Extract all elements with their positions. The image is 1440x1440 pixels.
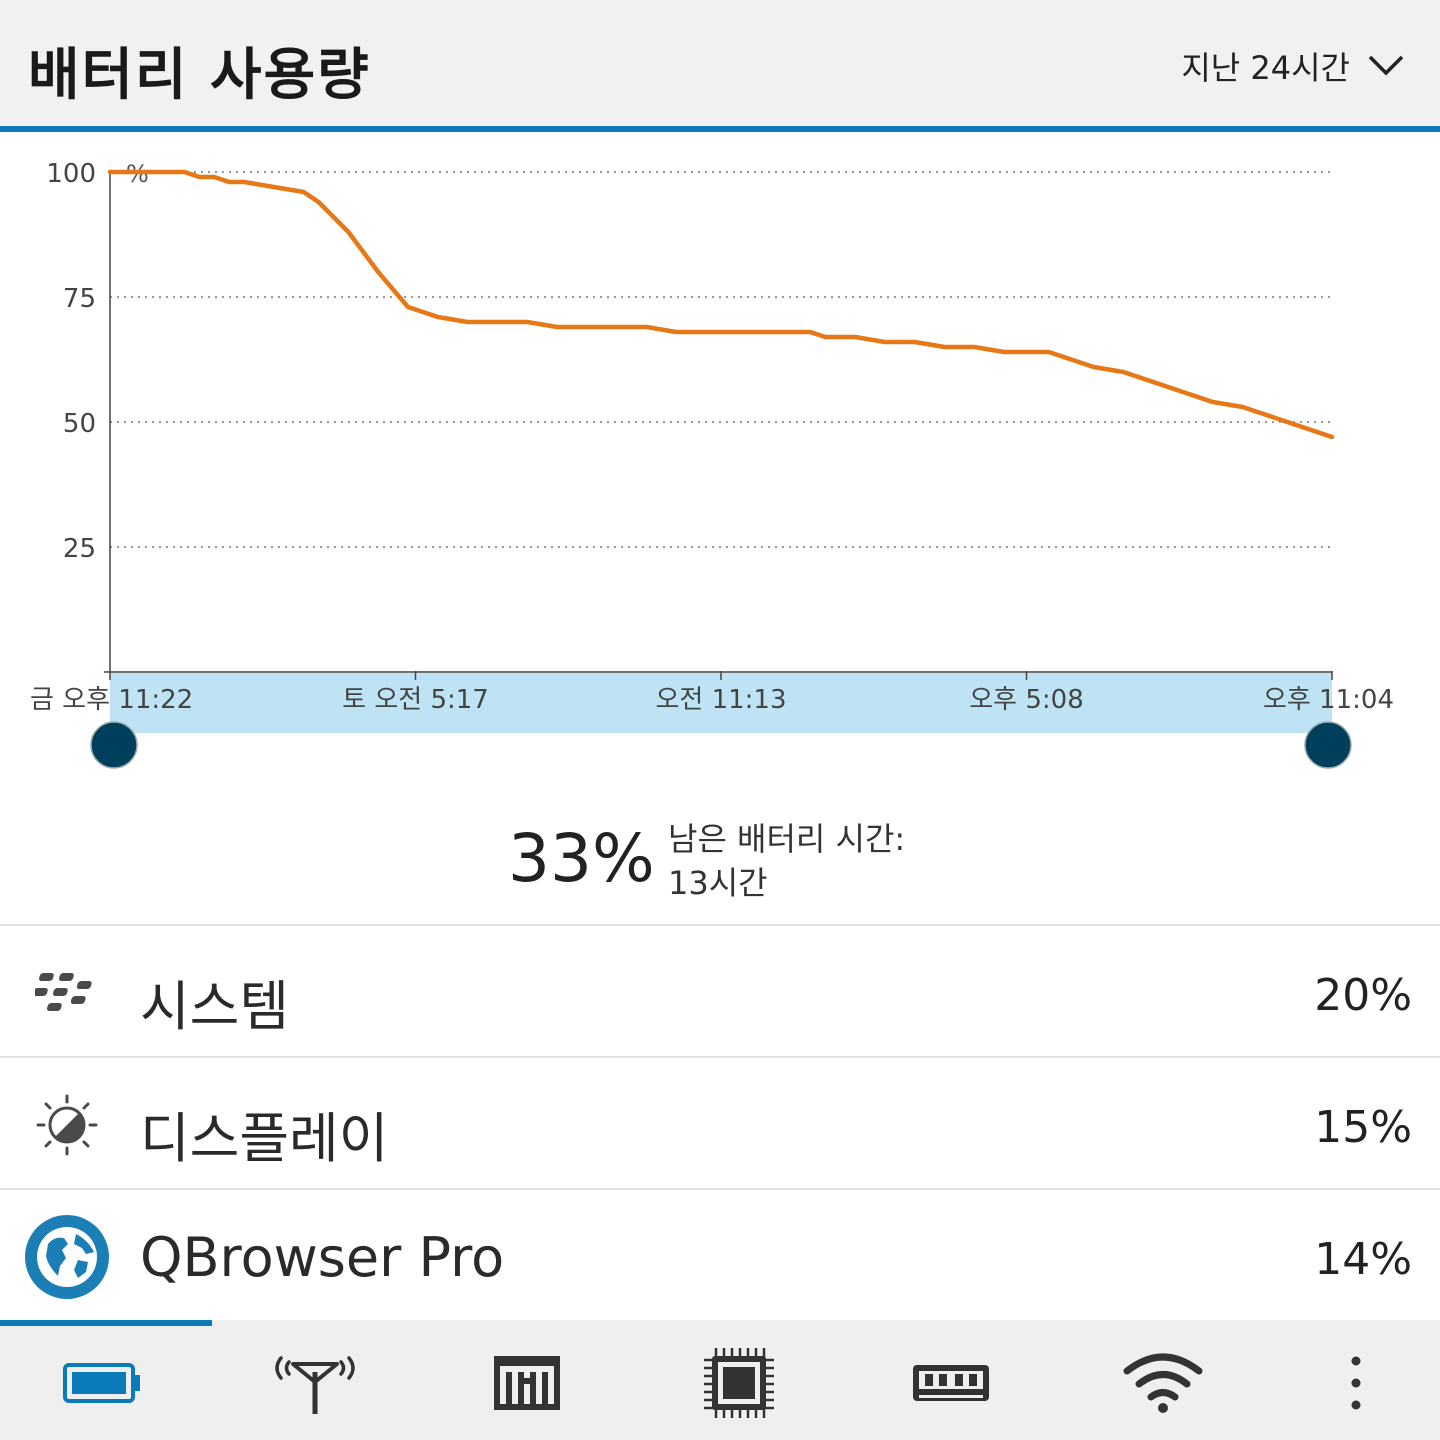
range-start-handle[interactable] xyxy=(90,721,138,769)
list-item-system[interactable]: 시스템 20% xyxy=(0,924,1440,1056)
app-usage-value: 20% xyxy=(1314,970,1412,1021)
range-end-handle[interactable] xyxy=(1304,721,1352,769)
tab-storage[interactable] xyxy=(424,1326,630,1440)
remaining-value: 13시간 xyxy=(668,864,768,902)
y-tick-label: 50 xyxy=(63,409,96,439)
x-tick-label: 토 오전 5:17 xyxy=(342,685,489,715)
title-bar: 배터리 사용량 지난 24시간 xyxy=(0,0,1440,126)
brightness-icon xyxy=(24,1082,110,1168)
battery-summary: 33% 남은 배터리 시간: 13시간 xyxy=(0,800,1440,924)
battery-percent: 33% xyxy=(508,820,655,897)
x-tick-label: 오전 11:13 xyxy=(655,685,786,715)
tab-battery[interactable] xyxy=(0,1326,206,1440)
x-tick-label: 금 오후 11:22 xyxy=(30,685,193,715)
app-usage-value: 15% xyxy=(1314,1102,1412,1153)
app-name: 디스플레이 xyxy=(140,1107,389,1170)
tab-cpu[interactable] xyxy=(636,1326,842,1440)
y-tick-label: 25 xyxy=(63,534,96,564)
bottom-tab-bar xyxy=(0,1320,1440,1440)
globe-icon xyxy=(24,1214,110,1300)
y-tick-label: 100 xyxy=(46,159,96,189)
memory-icon xyxy=(913,1365,989,1401)
y-tick-label: 75 xyxy=(63,284,96,314)
title-accent-bar xyxy=(0,126,1440,132)
app-usage-value: 14% xyxy=(1314,1234,1412,1285)
remaining-label: 남은 배터리 시간: xyxy=(668,820,906,858)
list-item-qbrowser[interactable]: QBrowser Pro 14% xyxy=(0,1188,1440,1320)
blackberry-logo-icon xyxy=(24,950,110,1036)
active-tab-indicator xyxy=(0,1320,212,1326)
tab-more[interactable] xyxy=(1272,1326,1440,1440)
list-item-display[interactable]: 디스플레이 15% xyxy=(0,1056,1440,1188)
tab-cellular[interactable] xyxy=(212,1326,418,1440)
x-tick-label: 오후 11:04 xyxy=(1263,685,1394,715)
cpu-icon xyxy=(704,1348,774,1418)
x-tick-label: 오후 5:08 xyxy=(969,685,1084,715)
chevron-down-icon xyxy=(1368,55,1404,76)
tab-memory[interactable] xyxy=(848,1326,1054,1440)
page-title: 배터리 사용량 xyxy=(28,43,371,108)
wifi-icon xyxy=(1123,1353,1203,1413)
time-range-label: 지난 24시간 xyxy=(1181,49,1350,87)
battery-level-line xyxy=(107,169,1335,440)
antenna-icon xyxy=(275,1356,355,1414)
app-name: 시스템 xyxy=(140,975,290,1038)
app-usage-list: 시스템 20% 디스플레이 15% xyxy=(0,924,1440,1320)
storage-icon xyxy=(494,1356,560,1410)
app-name: QBrowser Pro xyxy=(140,1226,505,1289)
tab-wifi[interactable] xyxy=(1060,1326,1266,1440)
time-range-selection[interactable] xyxy=(110,673,1332,733)
time-range-dropdown[interactable]: 지난 24시간 xyxy=(1181,44,1404,88)
battery-icon xyxy=(63,1363,140,1403)
more-icon xyxy=(1351,1356,1361,1410)
